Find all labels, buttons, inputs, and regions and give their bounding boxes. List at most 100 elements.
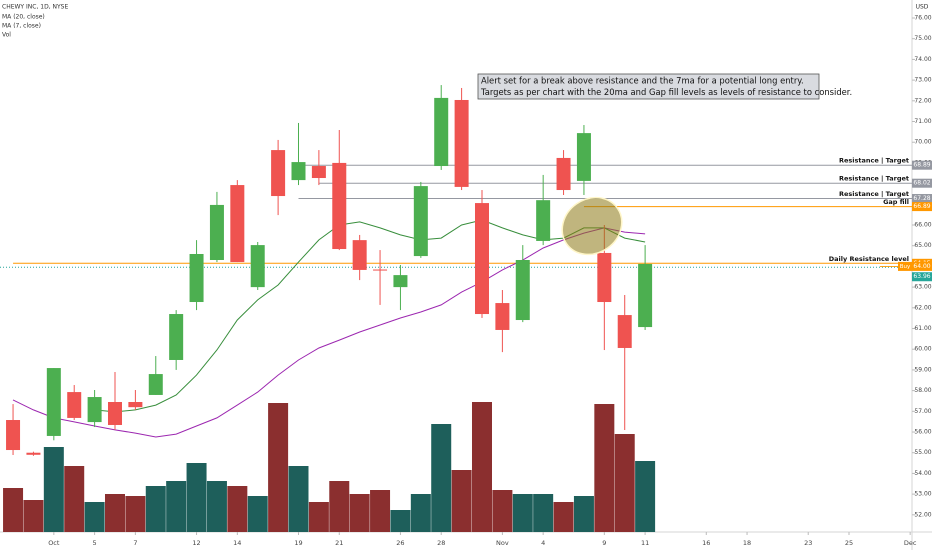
y-tick-label: 55.00: [914, 449, 931, 456]
x-tick-label: 5: [93, 539, 97, 547]
candle-body: [638, 263, 653, 328]
y-tick-label: 63.00: [914, 284, 931, 291]
level-name: Resistance | Target: [839, 157, 909, 166]
x-tick-label: 16: [702, 539, 710, 547]
x-tick-label: 14: [233, 539, 241, 547]
x-tick-label: 19: [294, 539, 302, 547]
level-price: 67.28: [913, 195, 930, 202]
legend-ma7: MA (7, close): [2, 23, 41, 30]
volume-bar: [431, 424, 452, 532]
volume-bar: [594, 404, 615, 532]
x-tick-label: 4: [541, 539, 545, 547]
annotation-line: Targets as per chart with the 20ma and G…: [480, 87, 852, 97]
volume-bar: [573, 496, 594, 532]
y-tick-label: 73.00: [914, 77, 931, 84]
volume-bar: [84, 502, 105, 532]
level-price-box: [912, 178, 932, 188]
candle-body: [474, 203, 489, 315]
y-tick-label: 59.00: [914, 366, 931, 373]
candle-body: [189, 253, 204, 303]
annotation-box: [477, 73, 820, 100]
candle-body: [413, 186, 428, 257]
x-tick-label: 18: [743, 539, 751, 547]
x-tick-label: 11: [641, 539, 649, 547]
y-tick-label: 54.00: [914, 470, 931, 477]
y-tick-label: 71.00: [914, 118, 931, 125]
candle-body: [230, 185, 245, 263]
volume-bar: [410, 494, 431, 532]
candle-body: [332, 162, 347, 250]
volume-bar: [23, 500, 44, 532]
candle-body: [169, 314, 184, 360]
y-tick-label: 56.00: [914, 429, 931, 436]
candle-body: [6, 420, 21, 451]
candle-body: [148, 374, 163, 395]
candle-body: [576, 133, 591, 181]
volume-bar: [329, 481, 350, 532]
candle-body: [393, 275, 408, 288]
candle-body: [46, 368, 61, 436]
candle-body: [271, 150, 286, 197]
volume-bar: [512, 494, 533, 532]
volume-bar: [268, 403, 289, 532]
currency: USD: [916, 4, 929, 11]
volume-bar: [206, 481, 227, 532]
x-tick-label: Nov: [496, 539, 509, 547]
candle-body: [597, 252, 612, 303]
moving-average: [94, 219, 646, 413]
order-tag-box: [898, 261, 912, 271]
x-tick-label: 23: [804, 539, 812, 547]
candle-body: [128, 402, 143, 408]
y-tick-label: 60.00: [914, 346, 931, 353]
y-tick-label: 72.00: [914, 97, 931, 104]
volume-bar: [64, 466, 85, 532]
level-price-box: [912, 194, 932, 204]
candle-body: [352, 240, 367, 270]
volume-bar: [533, 494, 554, 532]
level-name: Resistance | Target: [839, 175, 909, 184]
volume-bar: [553, 502, 574, 532]
level-name: Resistance | Target: [839, 190, 909, 199]
x-tick-label: 25: [845, 539, 853, 547]
y-tick-label: 76.00: [914, 15, 931, 22]
volume-bar: [370, 490, 391, 532]
level-price-box: [912, 202, 932, 212]
candle-body: [373, 269, 388, 271]
volume-bar: [635, 461, 656, 532]
y-tick-label: 66.00: [914, 222, 931, 229]
volume-bar: [451, 470, 472, 532]
volume-bar: [125, 496, 146, 532]
y-tick-label: 62.00: [914, 304, 931, 311]
candle-body: [495, 303, 510, 330]
y-tick-label: 52.00: [914, 511, 931, 518]
candle-body: [311, 166, 326, 179]
volume-bar: [492, 490, 513, 532]
x-tick-label: 21: [335, 539, 343, 547]
y-tick-label: 74.00: [914, 56, 931, 63]
candle-body: [556, 157, 571, 191]
legend-ma20: MA (20, close): [2, 14, 45, 21]
volume-bar: [3, 488, 24, 532]
volume-layer: [3, 402, 656, 532]
volume-bar: [145, 486, 166, 532]
candle-body: [26, 452, 41, 455]
level-price: 68.02: [913, 180, 930, 187]
x-tick-label: Oct: [48, 539, 60, 547]
volume-bar: [614, 434, 635, 532]
candle-body: [250, 245, 265, 288]
y-tick-label: 70.00: [914, 139, 931, 146]
candle-body: [209, 204, 224, 260]
level-price: 66.89: [913, 203, 930, 210]
last-price-label: 63.96: [913, 273, 930, 280]
candle-layer: [6, 85, 653, 456]
y-tick-label: 65.00: [914, 242, 931, 249]
order-tag: Buy: [900, 264, 911, 270]
x-tick-label: 9: [602, 539, 606, 547]
volume-bar: [471, 402, 492, 532]
volume-bar: [247, 496, 268, 532]
y-tick-label: 75.00: [914, 35, 931, 42]
candle-body: [434, 97, 449, 167]
order-price-box: [912, 261, 932, 271]
level-layer: [0, 164, 912, 268]
